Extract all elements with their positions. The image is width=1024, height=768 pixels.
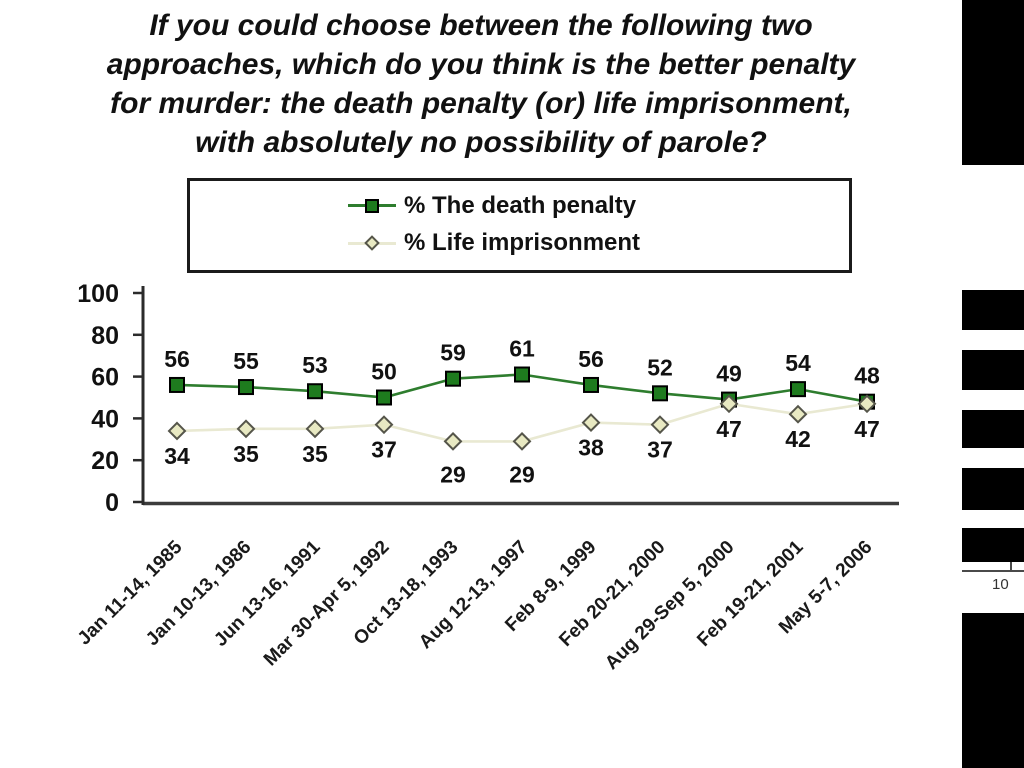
diamond-marker-icon xyxy=(512,431,532,451)
square-marker-icon xyxy=(238,379,254,396)
question-title: If you could choose between the followin… xyxy=(0,6,962,162)
data-point-label: 48 xyxy=(854,363,880,389)
legend-sample-life-imprisonment xyxy=(348,235,396,252)
legend-item-death-penalty: % The death penalty xyxy=(348,189,849,223)
data-point-label: 47 xyxy=(854,416,880,442)
film-strip-gap xyxy=(962,510,1024,528)
data-point-label: 56 xyxy=(164,346,190,372)
data-point-label: 29 xyxy=(440,461,466,487)
data-point-label: 37 xyxy=(371,437,397,463)
data-point-label: 49 xyxy=(716,361,742,387)
data-point-label: 55 xyxy=(233,348,259,374)
legend-sample-death-penalty xyxy=(348,198,396,213)
ruler-tick xyxy=(1010,562,1012,572)
y-tick-label: 40 xyxy=(91,405,119,433)
legend-label-death-penalty: % The death penalty xyxy=(404,191,637,219)
data-point-label: 35 xyxy=(233,441,259,467)
data-point-label: 59 xyxy=(440,340,466,366)
line-chart: 0 20 40 60 80 100 56 55 53 50 59 61 56 52 49 54 48 34 35 35… xyxy=(74,280,899,674)
chart-legend: % The death penalty % Life imprisonment xyxy=(187,178,852,273)
ruler-label: 10 xyxy=(992,576,1009,593)
data-point-label: 61 xyxy=(509,336,535,362)
square-marker-icon xyxy=(583,376,599,393)
title-line-2: approaches, which do you think is the be… xyxy=(106,48,856,81)
square-marker-icon xyxy=(514,366,530,383)
diamond-marker-icon xyxy=(305,419,325,439)
diamond-marker-icon xyxy=(581,413,601,432)
y-tick-label: 100 xyxy=(77,280,119,308)
square-marker-icon xyxy=(307,383,323,400)
x-tick-label: Mar 30-Apr 5, 1992 xyxy=(260,537,394,671)
legend-item-life-imprisonment: % Life imprisonment xyxy=(348,226,849,260)
title-line-3: for murder: the death penalty (or) life … xyxy=(110,87,852,120)
film-strip-gap xyxy=(962,165,1024,290)
square-marker-icon xyxy=(376,389,392,406)
data-point-label: 29 xyxy=(509,461,535,487)
square-marker-icon xyxy=(365,198,379,213)
data-point-label: 56 xyxy=(578,346,604,372)
legend-label-life-imprisonment: % Life imprisonment xyxy=(404,229,641,257)
y-tick-label: 80 xyxy=(91,322,119,350)
y-tick-label: 20 xyxy=(91,447,119,475)
square-marker-icon xyxy=(652,385,668,402)
diamond-marker-icon xyxy=(443,431,463,451)
diamond-marker-icon xyxy=(650,415,670,435)
film-strip-edge: 10 xyxy=(962,0,1024,768)
data-point-label: 35 xyxy=(302,441,328,467)
data-point-label: 47 xyxy=(716,416,742,442)
data-point-label: 34 xyxy=(164,443,190,469)
diamond-marker-icon xyxy=(857,394,877,414)
diamond-marker-icon xyxy=(374,415,394,435)
y-tick-label: 0 xyxy=(105,489,119,517)
diamond-marker-icon xyxy=(167,421,187,441)
film-strip-gap xyxy=(962,390,1024,410)
title-line-1: If you could choose between the followin… xyxy=(149,9,813,42)
data-point-label: 52 xyxy=(647,354,673,380)
y-tick-label: 60 xyxy=(91,364,119,392)
square-marker-icon xyxy=(445,370,461,387)
ruler-line xyxy=(962,570,1024,572)
film-strip-gap xyxy=(962,448,1024,468)
data-point-label: 54 xyxy=(785,350,811,376)
data-point-label: 38 xyxy=(578,435,604,461)
diamond-marker-icon xyxy=(236,419,256,439)
square-marker-icon xyxy=(790,381,806,398)
diamond-marker-icon xyxy=(788,404,808,424)
diamond-marker-icon xyxy=(719,394,739,414)
data-point-label: 50 xyxy=(371,359,397,385)
x-tick-label: Aug 29-Sep 5, 2000 xyxy=(601,537,738,674)
title-line-4: with absolutely no possibility of parole… xyxy=(195,126,767,159)
film-strip-gap xyxy=(962,330,1024,350)
data-point-label: 53 xyxy=(302,352,328,378)
ruler-strip: 10 xyxy=(962,562,1024,613)
square-marker-icon xyxy=(169,376,185,393)
data-point-label: 37 xyxy=(647,437,673,463)
data-point-label: 42 xyxy=(785,426,811,452)
